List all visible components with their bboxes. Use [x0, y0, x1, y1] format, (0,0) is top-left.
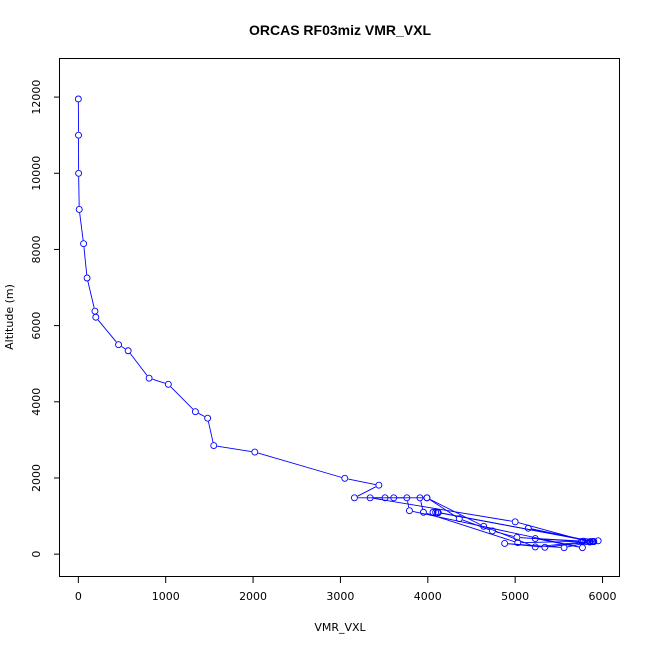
series-line-segment	[373, 497, 512, 522]
data-point	[74, 95, 82, 103]
chart-title: ORCAS RF03miz VMR_VXL	[249, 22, 431, 38]
data-point	[390, 494, 398, 502]
series-line-segment	[508, 543, 542, 548]
series-0-points	[74, 95, 602, 552]
series-line-segment	[83, 247, 88, 275]
data-point	[513, 533, 521, 541]
data-point	[514, 539, 522, 547]
data-point	[80, 240, 88, 248]
data-point	[204, 414, 212, 422]
y-tick-label: 2000	[30, 464, 43, 492]
x-tick-label: 4000	[414, 590, 442, 603]
series-line-segment	[538, 541, 583, 547]
y-tick-label: 4000	[30, 388, 43, 416]
series-line-segment	[538, 538, 580, 542]
y-tick-label: 8000	[30, 235, 43, 263]
series-line-segment	[538, 538, 580, 548]
data-point	[75, 131, 82, 139]
data-point	[524, 524, 532, 532]
x-tick-label: 1000	[152, 590, 180, 603]
x-tick-label: 0	[75, 590, 82, 603]
series-line-segment	[207, 421, 214, 443]
data-point	[83, 274, 91, 282]
series-line-segment	[121, 346, 126, 350]
data-point	[341, 474, 349, 482]
y-tick-label: 6000	[30, 312, 43, 340]
data-point	[501, 540, 509, 547]
data-point	[75, 205, 83, 213]
data-point	[210, 442, 218, 450]
data-point	[419, 508, 427, 516]
y-tick-label: 0	[30, 551, 43, 558]
data-point	[579, 537, 587, 545]
series-line-segment	[258, 452, 342, 478]
x-tick-label: 3000	[326, 590, 354, 603]
data-point	[531, 535, 539, 542]
data-point	[541, 543, 549, 551]
data-point	[531, 543, 539, 551]
data-point	[145, 374, 153, 382]
data-point	[455, 515, 463, 523]
series-line-segment	[357, 486, 376, 497]
data-point	[480, 522, 488, 530]
data-point	[115, 341, 122, 349]
data-point	[92, 313, 100, 321]
series-line-segment	[129, 353, 148, 376]
x-tick-label: 2000	[239, 590, 267, 603]
data-point	[560, 544, 568, 552]
series-line-segment	[429, 498, 481, 526]
series-line-segment	[152, 378, 166, 384]
data-point	[366, 494, 374, 502]
series-line-segment	[407, 501, 410, 508]
plot-frame	[59, 58, 620, 577]
series-line-segment	[429, 499, 457, 518]
data-point	[590, 538, 598, 546]
series-line-segment	[87, 281, 95, 308]
x-axis-label: VMR_VXL	[314, 621, 366, 634]
y-axis-label: Altitude (m)	[3, 284, 16, 350]
series-line-segment	[426, 512, 515, 543]
data-point	[429, 508, 437, 516]
data-point	[375, 481, 383, 489]
series-0	[77, 102, 595, 548]
data-point	[578, 544, 586, 552]
series-line-segment	[420, 501, 424, 509]
x-axis: 0 1000 2000 3000 4000 5000 6000	[75, 577, 617, 603]
y-tick-label: 10000	[30, 156, 43, 191]
data-point	[586, 538, 594, 546]
series-line-segment	[97, 319, 117, 343]
series-line-segment	[198, 412, 205, 417]
series-line-segment	[486, 527, 533, 547]
data-point	[433, 508, 441, 516]
data-point	[403, 494, 411, 502]
data-point	[406, 507, 413, 515]
data-point	[191, 408, 199, 416]
series-line-segment	[170, 386, 194, 410]
data-point	[91, 307, 99, 315]
data-point	[350, 494, 358, 502]
series-line-segment	[521, 540, 580, 544]
data-point	[511, 518, 519, 526]
x-tick-label: 5000	[501, 590, 529, 603]
data-point	[432, 508, 440, 516]
data-point	[75, 169, 83, 177]
y-axis: 0 2000 4000 6000 8000 10000 12000	[30, 80, 60, 558]
series-line-segment	[79, 212, 84, 241]
data-point	[488, 527, 496, 535]
data-point	[381, 494, 389, 502]
data-point	[251, 448, 259, 456]
x-tick-label: 6000	[589, 590, 617, 603]
y-tick-label: 12000	[30, 80, 43, 115]
data-point	[423, 494, 431, 502]
data-point	[124, 347, 132, 355]
series-line-segment	[348, 478, 376, 485]
series-line-segment	[217, 445, 252, 452]
data-point	[416, 494, 424, 502]
data-point	[164, 380, 172, 388]
